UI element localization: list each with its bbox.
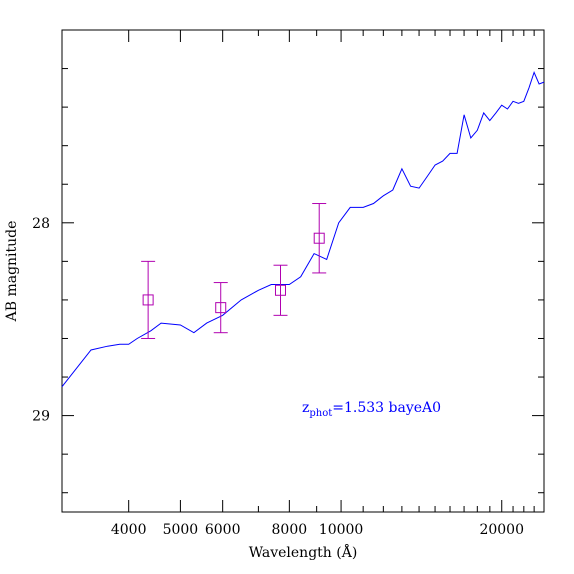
x-tick-label: 20000	[479, 522, 524, 538]
annotation-z: z	[302, 400, 309, 416]
model-spectrum-line	[61, 70, 545, 388]
annotation-value: =1.533 bayeA0	[332, 400, 441, 416]
plot-frame	[61, 29, 545, 513]
data-series	[61, 70, 545, 388]
x-tick-label: 10000	[319, 522, 364, 538]
axis-ticks	[61, 29, 545, 512]
annotation-subscript: phot	[309, 408, 332, 419]
photometry-point	[274, 284, 286, 296]
y-tick-label: 29	[32, 409, 50, 425]
x-tick-label: 6000	[205, 522, 241, 538]
photometry-point	[313, 232, 325, 244]
redshift-annotation: zphot=1.533 bayeA0	[302, 400, 441, 419]
x-tick-label: 8000	[272, 522, 308, 538]
x-tick-label: 5000	[163, 522, 199, 538]
photometry-point	[215, 302, 227, 314]
x-axis-label: Wavelength (Å)	[249, 543, 358, 561]
y-axis-label: AB magnitude	[4, 221, 20, 323]
y-tick-label: 28	[32, 216, 50, 232]
photometry-point	[142, 294, 154, 306]
x-tick-label: 4000	[111, 522, 147, 538]
axis-tick-labels: 4000 5000 6000 8000 10000 20000 28 29	[32, 216, 524, 538]
